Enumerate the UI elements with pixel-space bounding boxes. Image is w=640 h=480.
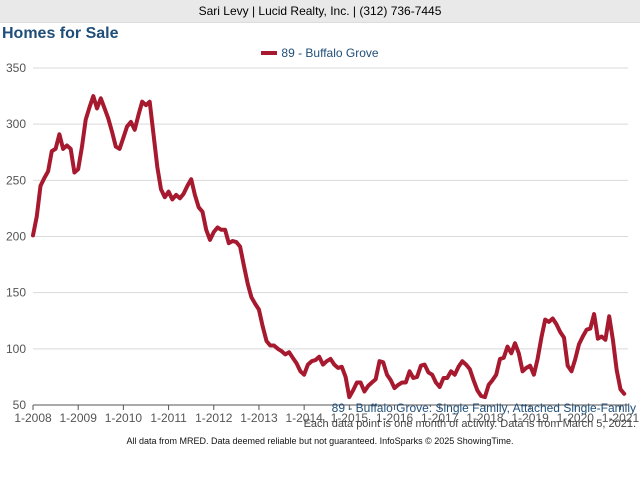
x-tick-label: 1-2019: [511, 411, 549, 425]
y-tick-label: 300: [6, 117, 26, 131]
y-tick-label: 200: [6, 230, 26, 244]
agent-header-bar: Sari Levy | Lucid Realty, Inc. | (312) 7…: [0, 0, 640, 23]
y-tick-label: 50: [13, 398, 27, 412]
x-tick-label: 1-2009: [60, 411, 98, 425]
x-tick-label: 1-2016: [376, 411, 414, 425]
x-tick-label: 1-2012: [195, 411, 233, 425]
x-tick-label: 1-2015: [331, 411, 369, 425]
x-tick-label: 1-2008: [14, 411, 52, 425]
series-layer: [31, 94, 627, 400]
x-tick-label: 1-2010: [105, 411, 143, 425]
chart-legend: 89 - Buffalo Grove: [0, 46, 640, 60]
copyright-note: All data from MRED. Data deemed reliable…: [126, 436, 514, 446]
data-note: Each data point is one month of activity…: [303, 418, 636, 430]
x-tick-label: 1-2017: [421, 411, 459, 425]
x-tick-label: 1-2020: [557, 411, 595, 425]
series-line-buffalo-grove: [31, 94, 627, 400]
y-tick-label: 250: [6, 173, 26, 187]
y-tick-label: 350: [6, 61, 26, 75]
x-tick-label: 1-2011: [150, 411, 187, 425]
x-tick-label: 1-2021: [602, 411, 640, 425]
x-tick-label: 1-2018: [466, 411, 504, 425]
agent-contact-line: Sari Levy | Lucid Realty, Inc. | (312) 7…: [198, 4, 442, 18]
legend-swatch: [261, 50, 278, 55]
y-tick-label: 100: [6, 342, 26, 356]
x-tick-label: 1-2013: [240, 411, 278, 425]
axes: 50 100 150 200 250 300 350 1-2008 1-2009 1-2010 1-…: [6, 61, 640, 425]
x-tick-label: 1-2014: [285, 411, 323, 425]
legend-series-label: 89 - Buffalo Grove: [281, 46, 379, 60]
page-title: Homes for Sale: [2, 25, 119, 42]
series-description: 89 - Buffalo Grove: Single Family, Attac…: [331, 401, 636, 415]
y-tick-label: 150: [6, 286, 26, 300]
